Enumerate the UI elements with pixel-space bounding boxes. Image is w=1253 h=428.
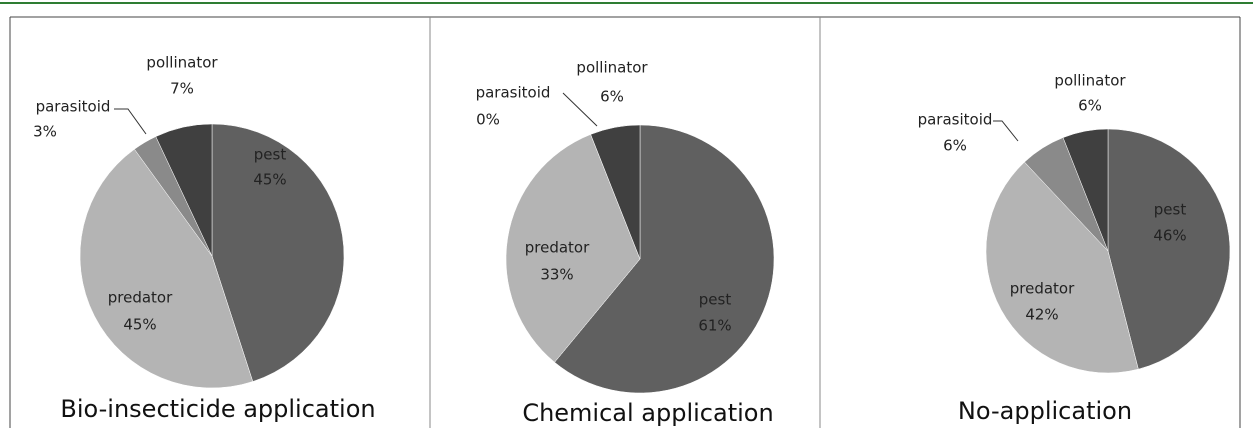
slice-percent: 45% <box>253 171 286 189</box>
slice-label: parasitoid <box>36 98 111 116</box>
pie-slice <box>211 123 345 382</box>
pie-slice <box>1062 128 1109 252</box>
slice-label: pollinator <box>576 59 648 77</box>
slice-label: pest <box>254 146 287 164</box>
slice-percent: 3% <box>33 123 57 141</box>
slice-label: predator <box>525 239 590 257</box>
slice-label: pollinator <box>146 54 218 72</box>
pie-slice <box>155 123 213 257</box>
slice-percent: 6% <box>600 88 624 106</box>
slice-label: predator <box>108 289 173 307</box>
chart-title: No-application <box>958 397 1132 425</box>
slice-percent: 33% <box>540 266 573 284</box>
pie-slice <box>554 124 775 394</box>
pie-slice <box>505 134 641 363</box>
slice-label: pest <box>699 291 732 309</box>
slice-percent: 42% <box>1025 306 1058 324</box>
slice-percent: 6% <box>943 137 967 155</box>
slice-percent: 46% <box>1153 227 1186 245</box>
slice-percent: 7% <box>170 80 194 98</box>
pie-slice <box>1107 128 1231 370</box>
pie-slice <box>590 124 641 260</box>
pie-slice <box>985 161 1139 374</box>
leader-line <box>562 92 598 127</box>
slice-percent: 0% <box>476 111 500 129</box>
slice-label: parasitoid <box>476 84 551 102</box>
leader-line <box>993 120 1019 142</box>
slice-percent: 45% <box>123 316 156 334</box>
slice-percent: 6% <box>1078 97 1102 115</box>
chart-title: Bio-insecticide application <box>60 395 375 423</box>
pie-slice <box>79 148 254 389</box>
chart-title: Chemical application <box>522 399 773 427</box>
slice-label: pollinator <box>1054 72 1126 90</box>
slice-label: parasitoid <box>918 111 993 129</box>
slice-label: predator <box>1010 280 1075 298</box>
slice-label: pest <box>1154 201 1187 219</box>
slice-percent: 61% <box>698 317 731 335</box>
leader-line <box>114 108 147 135</box>
